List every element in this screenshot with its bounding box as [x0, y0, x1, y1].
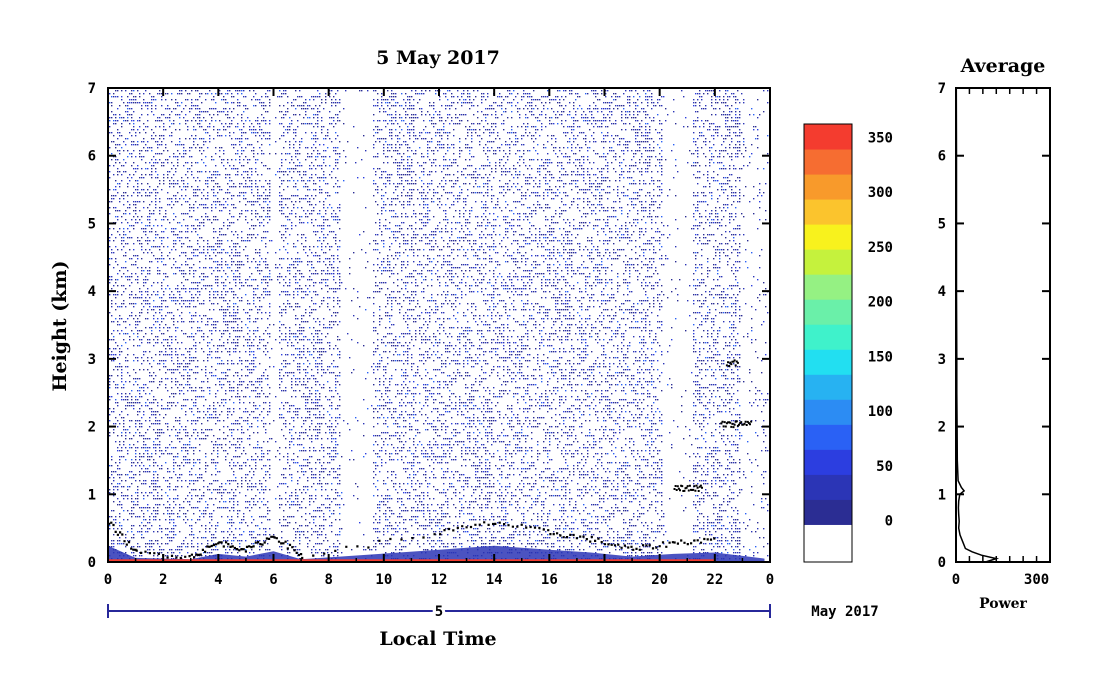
x-tick-label: 22 — [706, 572, 723, 588]
elevated-layer-2 — [673, 484, 703, 492]
profile-chart-title: Average — [960, 55, 1046, 77]
colorbar: 0 50 100 150 200 250 300 350 — [803, 123, 893, 563]
surface-layer-fill — [108, 545, 765, 562]
colorbar-swatch — [804, 424, 852, 450]
elevated-layer-1 — [725, 359, 739, 367]
heatmap-cells — [109, 90, 769, 560]
profile-x-axis-label: Power — [979, 596, 1027, 612]
profile-y-tick-label: 2 — [938, 420, 946, 436]
profile-y-tick-label: 1 — [938, 487, 946, 503]
x-tick-label: 14 — [486, 572, 503, 588]
x-tick-label: 20 — [651, 572, 668, 588]
x-tick-label: 4 — [214, 572, 222, 588]
colorbar-labels: 0 50 100 150 200 250 300 350 — [868, 130, 893, 529]
colorbar-tick-label: 200 — [868, 295, 893, 311]
colorbar-swatch — [804, 274, 852, 300]
date-bar: 5 May 2017 — [107, 601, 879, 623]
colorbar-tick-label: 350 — [868, 130, 893, 146]
x-tick-label: 12 — [431, 572, 448, 588]
y-tick-label: 7 — [88, 81, 96, 97]
x-tick-label: 10 — [375, 572, 392, 588]
colorbar-swatch — [804, 249, 852, 275]
colorbar-swatch — [804, 374, 852, 400]
main-chart-title: 5 May 2017 — [376, 47, 500, 69]
x-tick-label: 8 — [324, 572, 332, 588]
y-tick-label: 6 — [88, 149, 96, 165]
colorbar-swatches — [804, 124, 852, 563]
x-tick-label: 6 — [269, 572, 277, 588]
profile-y-tick-label: 3 — [938, 352, 946, 368]
colorbar-tick-label: 100 — [868, 404, 893, 420]
x-tick-label: 0 — [766, 572, 774, 588]
colorbar-tick-label: 0 — [885, 514, 893, 530]
colorbar-swatch — [804, 399, 852, 425]
date-bar-month: May 2017 — [811, 604, 878, 620]
profile-y-tick-label: 6 — [938, 149, 946, 165]
profile-ticks: 0 1 2 3 4 5 6 7 0 300 — [938, 81, 1051, 588]
colorbar-swatch — [804, 474, 852, 500]
heatmap-speckle-0 — [109, 90, 769, 560]
y-tick-label: 5 — [88, 216, 96, 232]
date-bar-day: 5 — [435, 604, 443, 620]
colorbar-swatch — [804, 124, 852, 150]
y-tick-label: 3 — [88, 352, 96, 368]
colorbar-tick-label: 50 — [876, 459, 893, 475]
profile-x-tick-label: 0 — [952, 572, 960, 588]
x-tick-label: 18 — [596, 572, 613, 588]
colorbar-swatch — [804, 349, 852, 375]
profile-x-tick-label: 300 — [1024, 572, 1049, 588]
y-tick-label: 4 — [88, 284, 96, 300]
colorbar-swatch — [804, 224, 852, 250]
y-tick-label: 1 — [88, 487, 96, 503]
profile-y-tick-label: 0 — [938, 555, 946, 571]
profile-plot-area: 0 1 2 3 4 5 6 7 0 300 Power — [938, 81, 1051, 612]
y-tick-label: 2 — [88, 420, 96, 436]
colorbar-swatch — [804, 524, 852, 563]
x-axis-label: Local Time — [379, 628, 496, 650]
x-tick-label: 0 — [104, 572, 112, 588]
colorbar-tick-label: 250 — [868, 240, 893, 256]
y-axis-label: Height (km) — [49, 261, 71, 392]
profile-y-tick-label: 5 — [938, 216, 946, 232]
colorbar-swatch — [804, 324, 852, 350]
x-tick-label: 16 — [541, 572, 558, 588]
y-tick-label: 0 — [88, 555, 96, 571]
profile-frame — [955, 87, 1051, 563]
profile-y-tick-label: 7 — [938, 81, 946, 97]
colorbar-tick-label: 150 — [868, 349, 893, 365]
colorbar-swatch — [804, 174, 852, 200]
colorbar-swatch — [804, 499, 852, 525]
colorbar-frame — [803, 123, 853, 563]
colorbar-tick-label: 300 — [868, 185, 893, 201]
colorbar-swatch — [804, 299, 852, 325]
colorbar-swatch — [804, 449, 852, 475]
colorbar-swatch — [804, 149, 852, 175]
colorbar-swatch — [804, 199, 852, 225]
elevated-layer-0 — [720, 420, 753, 429]
x-tick-label: 2 — [159, 572, 167, 588]
profile-y-tick-label: 4 — [938, 284, 946, 300]
profile-background — [956, 88, 1050, 562]
